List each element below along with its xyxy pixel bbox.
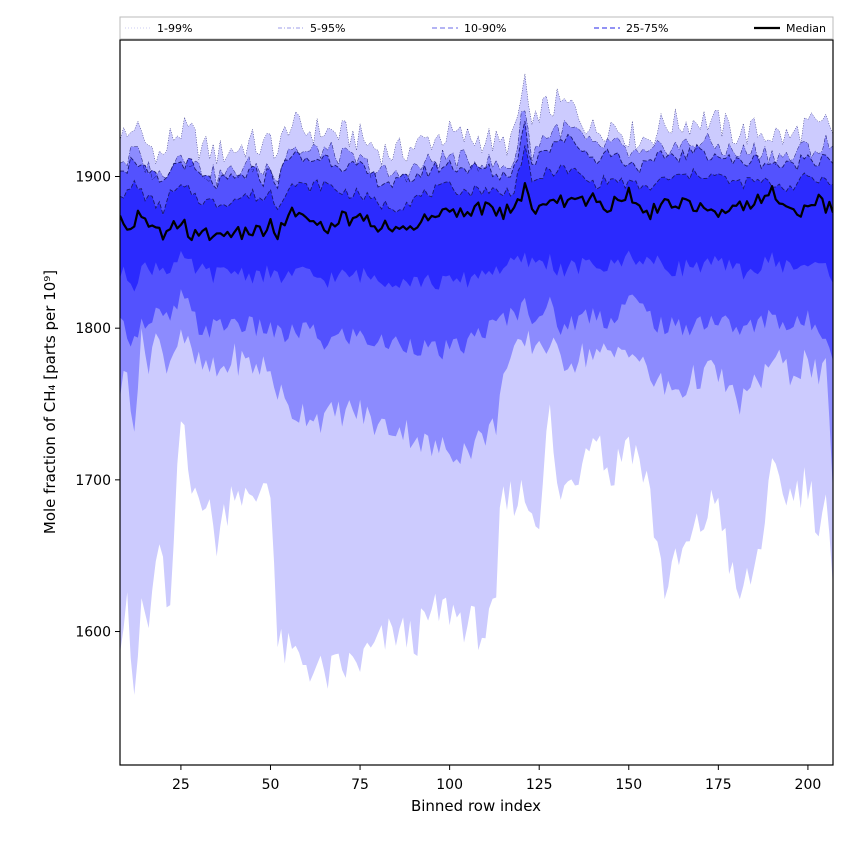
x-tick-label: 25 <box>172 777 190 793</box>
band-10-90%-upper-line <box>120 121 833 190</box>
plot-frame <box>119 39 834 766</box>
x-tick-label: 150 <box>615 777 642 793</box>
y-tick-label: 1600 <box>75 625 111 641</box>
lines-layer <box>120 73 833 242</box>
band-25-75%-upper-line <box>120 145 833 217</box>
x-tick-label: 175 <box>705 777 732 793</box>
legend-box <box>119 16 834 40</box>
legend-label-25-75%: 25-75% <box>626 22 668 35</box>
band-25-75%-area <box>120 145 833 292</box>
y-tick-label: 1700 <box>75 473 111 489</box>
x-axis-label: Binned row index <box>411 797 541 815</box>
x-tick-label: 100 <box>436 777 463 793</box>
y-tick-label: 1800 <box>75 321 111 337</box>
legend-label-10-90%: 10-90% <box>464 22 506 35</box>
y-axis-label: Mole fraction of CH₄ [parts per 10⁹] <box>41 270 59 534</box>
x-tick-label: 75 <box>351 777 369 793</box>
x-tick-label: 200 <box>795 777 822 793</box>
legend-label-Median: Median <box>786 22 826 35</box>
band-1-99%-upper-line <box>120 73 833 166</box>
y-tick-label: 1900 <box>75 170 111 186</box>
band-5-95%-upper-line <box>120 110 833 186</box>
legend-entries: 1-99% 5-95% 10-90% 25-75% Median <box>125 22 826 35</box>
series-median-line <box>120 182 833 242</box>
x-tick-label: 50 <box>262 777 280 793</box>
x-axis: 25 50 75 100 125 150 175 200 <box>172 765 821 793</box>
legend-label-1-99%: 1-99% <box>157 22 192 35</box>
legend-label-5-95%: 5-95% <box>310 22 345 35</box>
legend: 1-99% 5-95% 10-90% 25-75% Median <box>119 16 834 40</box>
x-tick-label: 125 <box>526 777 553 793</box>
y-axis: 1600 1700 1800 1900 <box>75 170 120 641</box>
